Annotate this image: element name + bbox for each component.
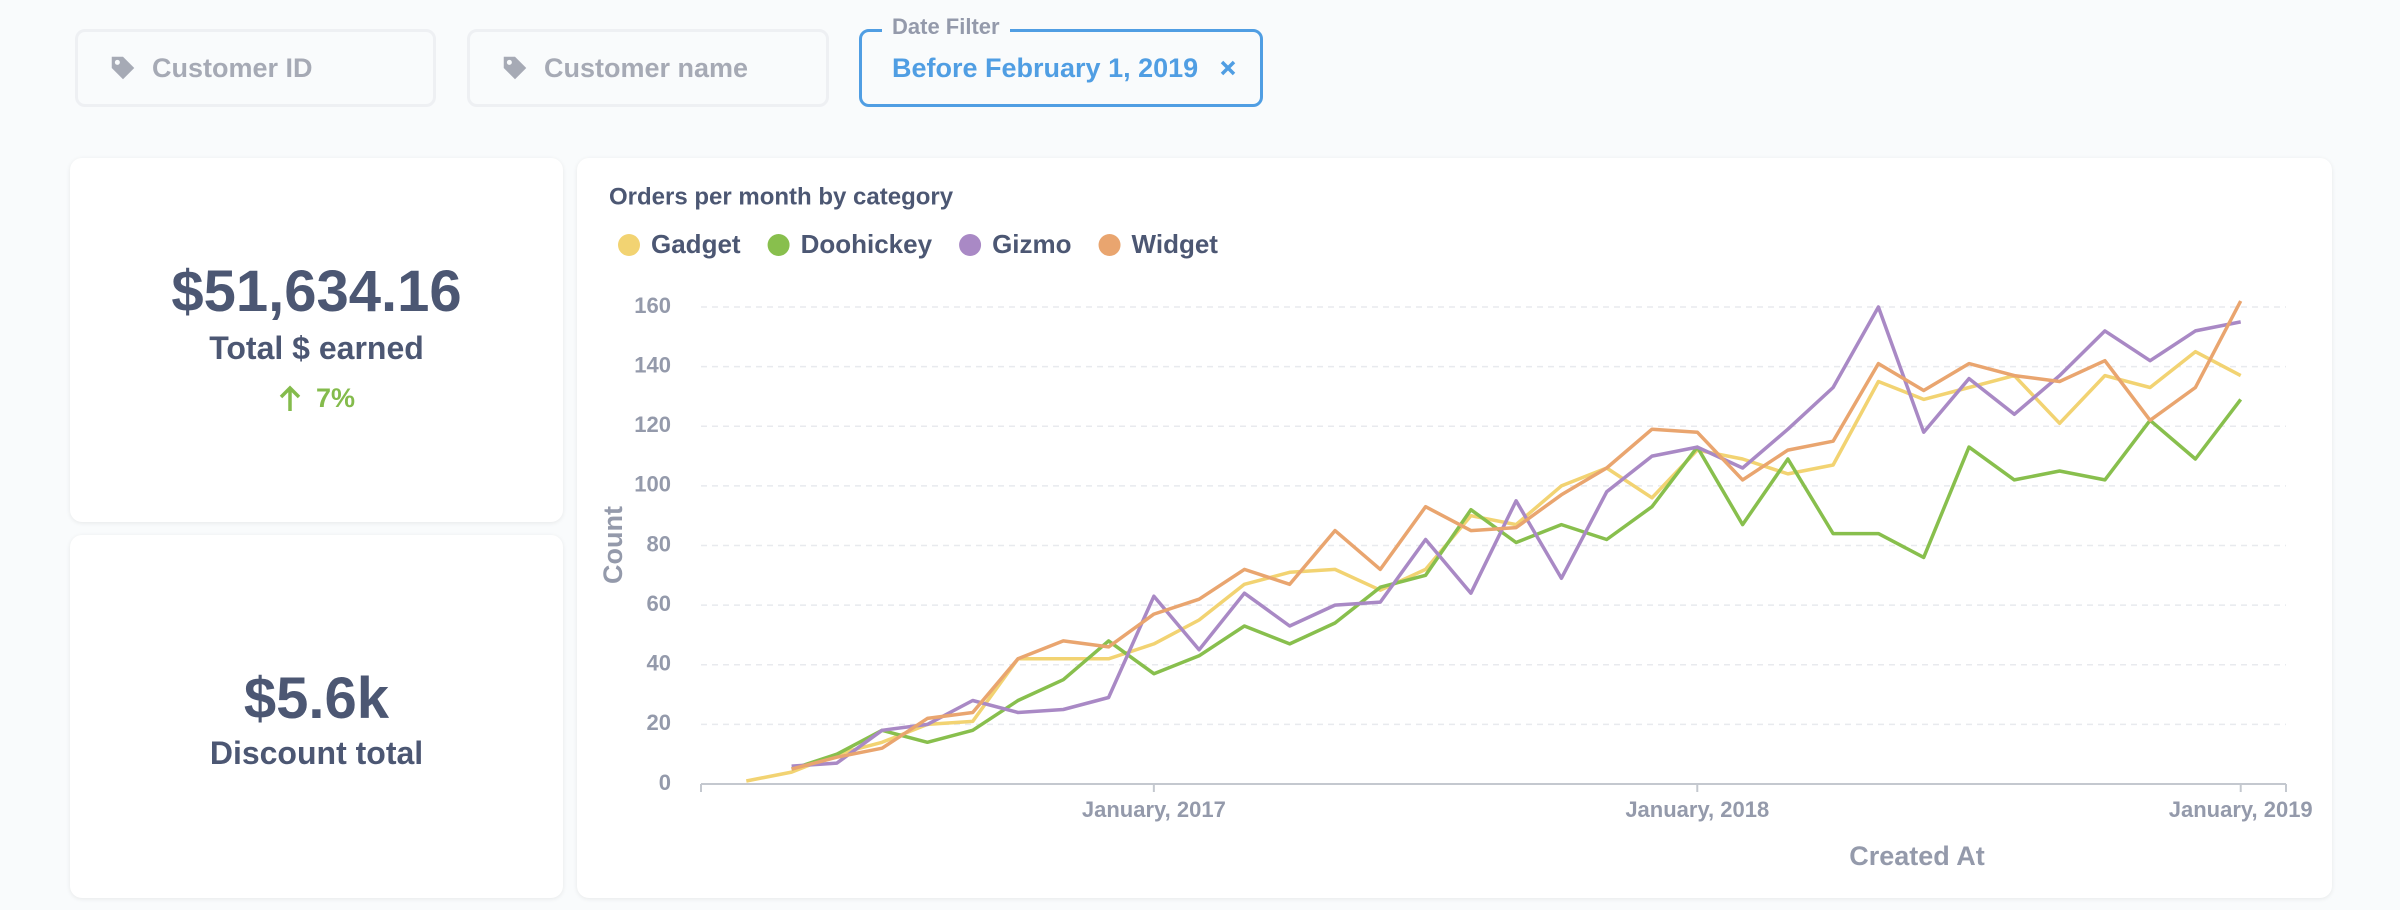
filter-label: Date Filter [882,14,1010,40]
legend-dot [1098,234,1121,256]
legend-label: Gizmo [992,229,1071,259]
chart-card: Orders per month by category Created At … [577,158,2332,898]
card-discount: $5.6k Discount total [70,535,563,898]
y-tick-label: 20 [647,710,671,735]
x-axis-label: Created At [1849,841,1985,871]
x-tick-label: January, 2017 [1082,797,1226,822]
y-tick-label: 160 [634,293,671,318]
tag-icon [111,56,135,80]
tag-icon [503,56,527,80]
x-tick-label: January, 2019 [2169,797,2313,822]
legend-dot [959,234,982,256]
legend-label: Gadget [651,229,741,259]
y-tick-label: 60 [647,591,671,616]
y-tick-label: 120 [634,412,671,437]
line-series [791,300,2243,771]
card-total: $51,634.16 Total $ earned 7% [70,158,563,522]
card-value: $5.6k [243,666,390,731]
change-value: 7% [315,383,356,413]
legend-label: Widget [1132,229,1219,259]
x-tick-label: January, 2018 [1625,797,1769,822]
filter-date[interactable]: Date Filter Before February 1, 2019 [859,14,1263,107]
y-tick-label: 40 [647,651,671,676]
legend-label: Doohickey [801,229,933,259]
chart-title: Orders per month by category [609,183,954,210]
line-series [791,305,2242,768]
filter-placeholder: Customer name [544,52,749,83]
line-series [745,349,2242,783]
y-tick-label: 0 [659,770,671,795]
card-change: 7% [70,383,563,414]
legend-dot [767,234,790,256]
y-tick-label: 100 [634,472,671,497]
y-axis-label: Count [598,506,628,584]
filter-placeholder: Customer ID [152,52,313,83]
filter-customer-id[interactable]: Customer ID [75,29,436,107]
filter-value: Before February 1, 2019 [892,52,1199,83]
legend-dot [618,234,640,256]
filter-customer-name[interactable]: Customer name [467,29,829,107]
y-tick-label: 140 [634,352,671,377]
chart: Orders per month by category Created At … [598,183,2313,871]
line-series [791,398,2243,771]
clear-icon[interactable] [1218,58,1238,78]
y-tick-label: 80 [647,531,671,556]
card-label: Total $ earned [209,330,424,366]
card-label: Discount total [209,735,424,771]
card-value: $51,634.16 [171,259,462,324]
up-arrow [279,385,301,411]
